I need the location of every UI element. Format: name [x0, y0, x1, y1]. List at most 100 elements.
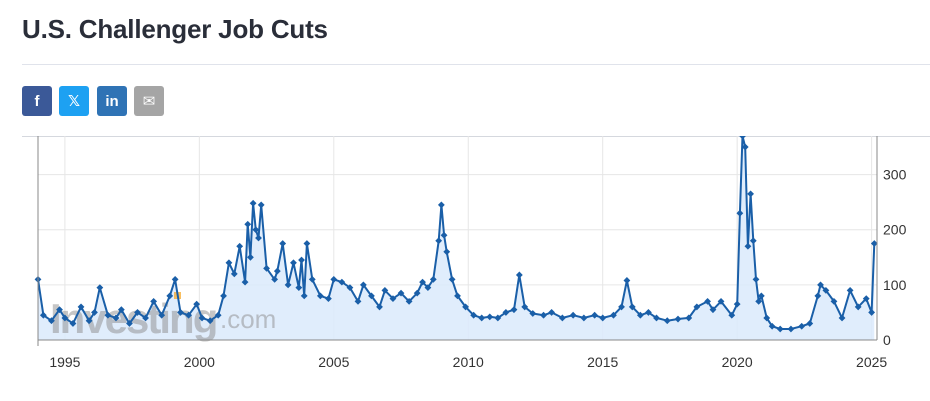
- data-point-90: [623, 277, 631, 284]
- data-point-63: [424, 284, 432, 292]
- y-tick-label-200: 200: [883, 222, 907, 238]
- data-point-73: [478, 314, 486, 322]
- data-point-99: [704, 298, 711, 305]
- data-point-52: [346, 284, 354, 292]
- data-point-100: [709, 306, 717, 314]
- data-point-46: [303, 240, 311, 247]
- x-tick-label-2005: 2005: [318, 354, 349, 370]
- data-point-17: [158, 311, 166, 319]
- chart-top-border: [22, 136, 930, 137]
- data-point-105: [739, 136, 746, 140]
- data-point-35: [255, 234, 262, 242]
- data-point-59: [397, 289, 405, 297]
- data-point-95: [663, 317, 671, 325]
- page-title: U.S. Challenger Job Cuts: [22, 14, 328, 44]
- data-point-71: [462, 303, 469, 311]
- data-point-38: [271, 275, 279, 283]
- y-tick-label-300: 300: [883, 167, 907, 183]
- data-point-125: [854, 303, 862, 311]
- data-point-62: [419, 278, 426, 286]
- share-twitter-button[interactable]: 𝕏: [59, 86, 89, 116]
- data-point-81: [540, 311, 547, 319]
- data-point-75: [494, 314, 502, 322]
- y-tick-label-0: 0: [883, 332, 891, 348]
- data-point-21: [185, 311, 192, 319]
- watermark-suffix: .com: [220, 304, 276, 334]
- data-point-117: [798, 322, 806, 330]
- data-point-98: [693, 303, 701, 311]
- chart-axes: [37, 136, 878, 346]
- data-point-68: [443, 248, 451, 256]
- data-point-76: [502, 309, 510, 316]
- data-point-123: [838, 314, 846, 322]
- data-point-36: [257, 201, 265, 209]
- data-point-86: [591, 311, 599, 319]
- data-point-83: [558, 314, 566, 322]
- data-point-64: [429, 275, 437, 283]
- data-point-88: [610, 311, 617, 319]
- x-twitter-icon: 𝕏: [67, 92, 81, 110]
- data-point-27: [225, 259, 233, 267]
- data-point-28: [230, 270, 238, 278]
- data-point-43: [295, 284, 303, 292]
- job-cuts-chart[interactable]: Investing .com 1995 2000 2005 2010 2015 2020 2…: [22, 136, 930, 401]
- share-email-button[interactable]: ✉: [134, 86, 164, 116]
- data-point-92: [636, 311, 644, 319]
- x-tick-label-2000: 2000: [184, 354, 215, 370]
- data-point-31: [244, 220, 252, 228]
- data-point-82: [548, 309, 556, 316]
- chart-container[interactable]: Investing .com 1995 2000 2005 2010 2015 2020 2…: [22, 136, 930, 401]
- data-point-113: [763, 314, 771, 322]
- data-point-77: [510, 306, 518, 314]
- data-point-120: [817, 281, 824, 289]
- data-point-44: [298, 256, 305, 264]
- data-point-26: [220, 292, 227, 300]
- data-point-93: [645, 309, 652, 316]
- data-point-87: [599, 314, 607, 322]
- linkedin-icon: in: [105, 92, 119, 110]
- data-point-79: [521, 303, 529, 311]
- share-linkedin-button[interactable]: in: [97, 86, 127, 116]
- data-point-91: [628, 303, 636, 311]
- data-point-78: [515, 271, 523, 279]
- data-point-32: [247, 253, 254, 261]
- data-point-23: [198, 314, 206, 322]
- data-point-127: [868, 309, 876, 316]
- data-point-8: [91, 309, 98, 316]
- data-point-41: [284, 281, 292, 289]
- y-tick-label-100: 100: [883, 277, 907, 293]
- data-point-49: [325, 295, 332, 303]
- data-point-16: [150, 298, 158, 305]
- data-point-94: [653, 314, 660, 322]
- data-point-33: [249, 199, 257, 207]
- data-point-89: [618, 303, 625, 311]
- data-point-42: [290, 259, 297, 267]
- data-point-40: [279, 240, 287, 247]
- data-point-69: [448, 275, 456, 283]
- data-point-112: [757, 292, 765, 300]
- share-facebook-button[interactable]: f: [22, 86, 52, 116]
- chart-tick-labels: 1995 2000 2005 2010 2015 2020 2025 0 100 200 300: [49, 167, 906, 370]
- data-point-111: [755, 298, 763, 305]
- data-point-84: [569, 311, 577, 319]
- data-point-70: [454, 292, 461, 300]
- data-point-56: [376, 303, 383, 311]
- data-point-39: [273, 267, 281, 275]
- x-tick-label-2010: 2010: [453, 354, 484, 370]
- data-point-128: [870, 240, 878, 247]
- data-point-1: [39, 311, 47, 319]
- data-point-47: [308, 275, 316, 283]
- data-point-11: [112, 314, 120, 322]
- data-point-60: [405, 298, 413, 305]
- title-divider: [22, 64, 930, 65]
- data-point-55: [368, 292, 375, 300]
- data-point-2: [48, 317, 55, 325]
- data-point-53: [354, 298, 362, 305]
- data-point-9: [96, 284, 104, 292]
- data-point-115: [776, 325, 784, 333]
- data-point-104: [736, 209, 744, 217]
- data-point-48: [316, 292, 324, 300]
- data-point-121: [822, 286, 830, 294]
- data-point-54: [359, 281, 367, 289]
- data-point-6: [77, 303, 85, 311]
